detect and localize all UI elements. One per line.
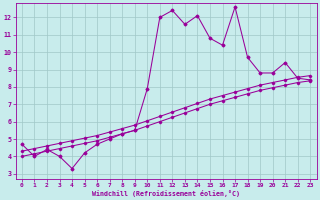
X-axis label: Windchill (Refroidissement éolien,°C): Windchill (Refroidissement éolien,°C) bbox=[92, 190, 240, 197]
